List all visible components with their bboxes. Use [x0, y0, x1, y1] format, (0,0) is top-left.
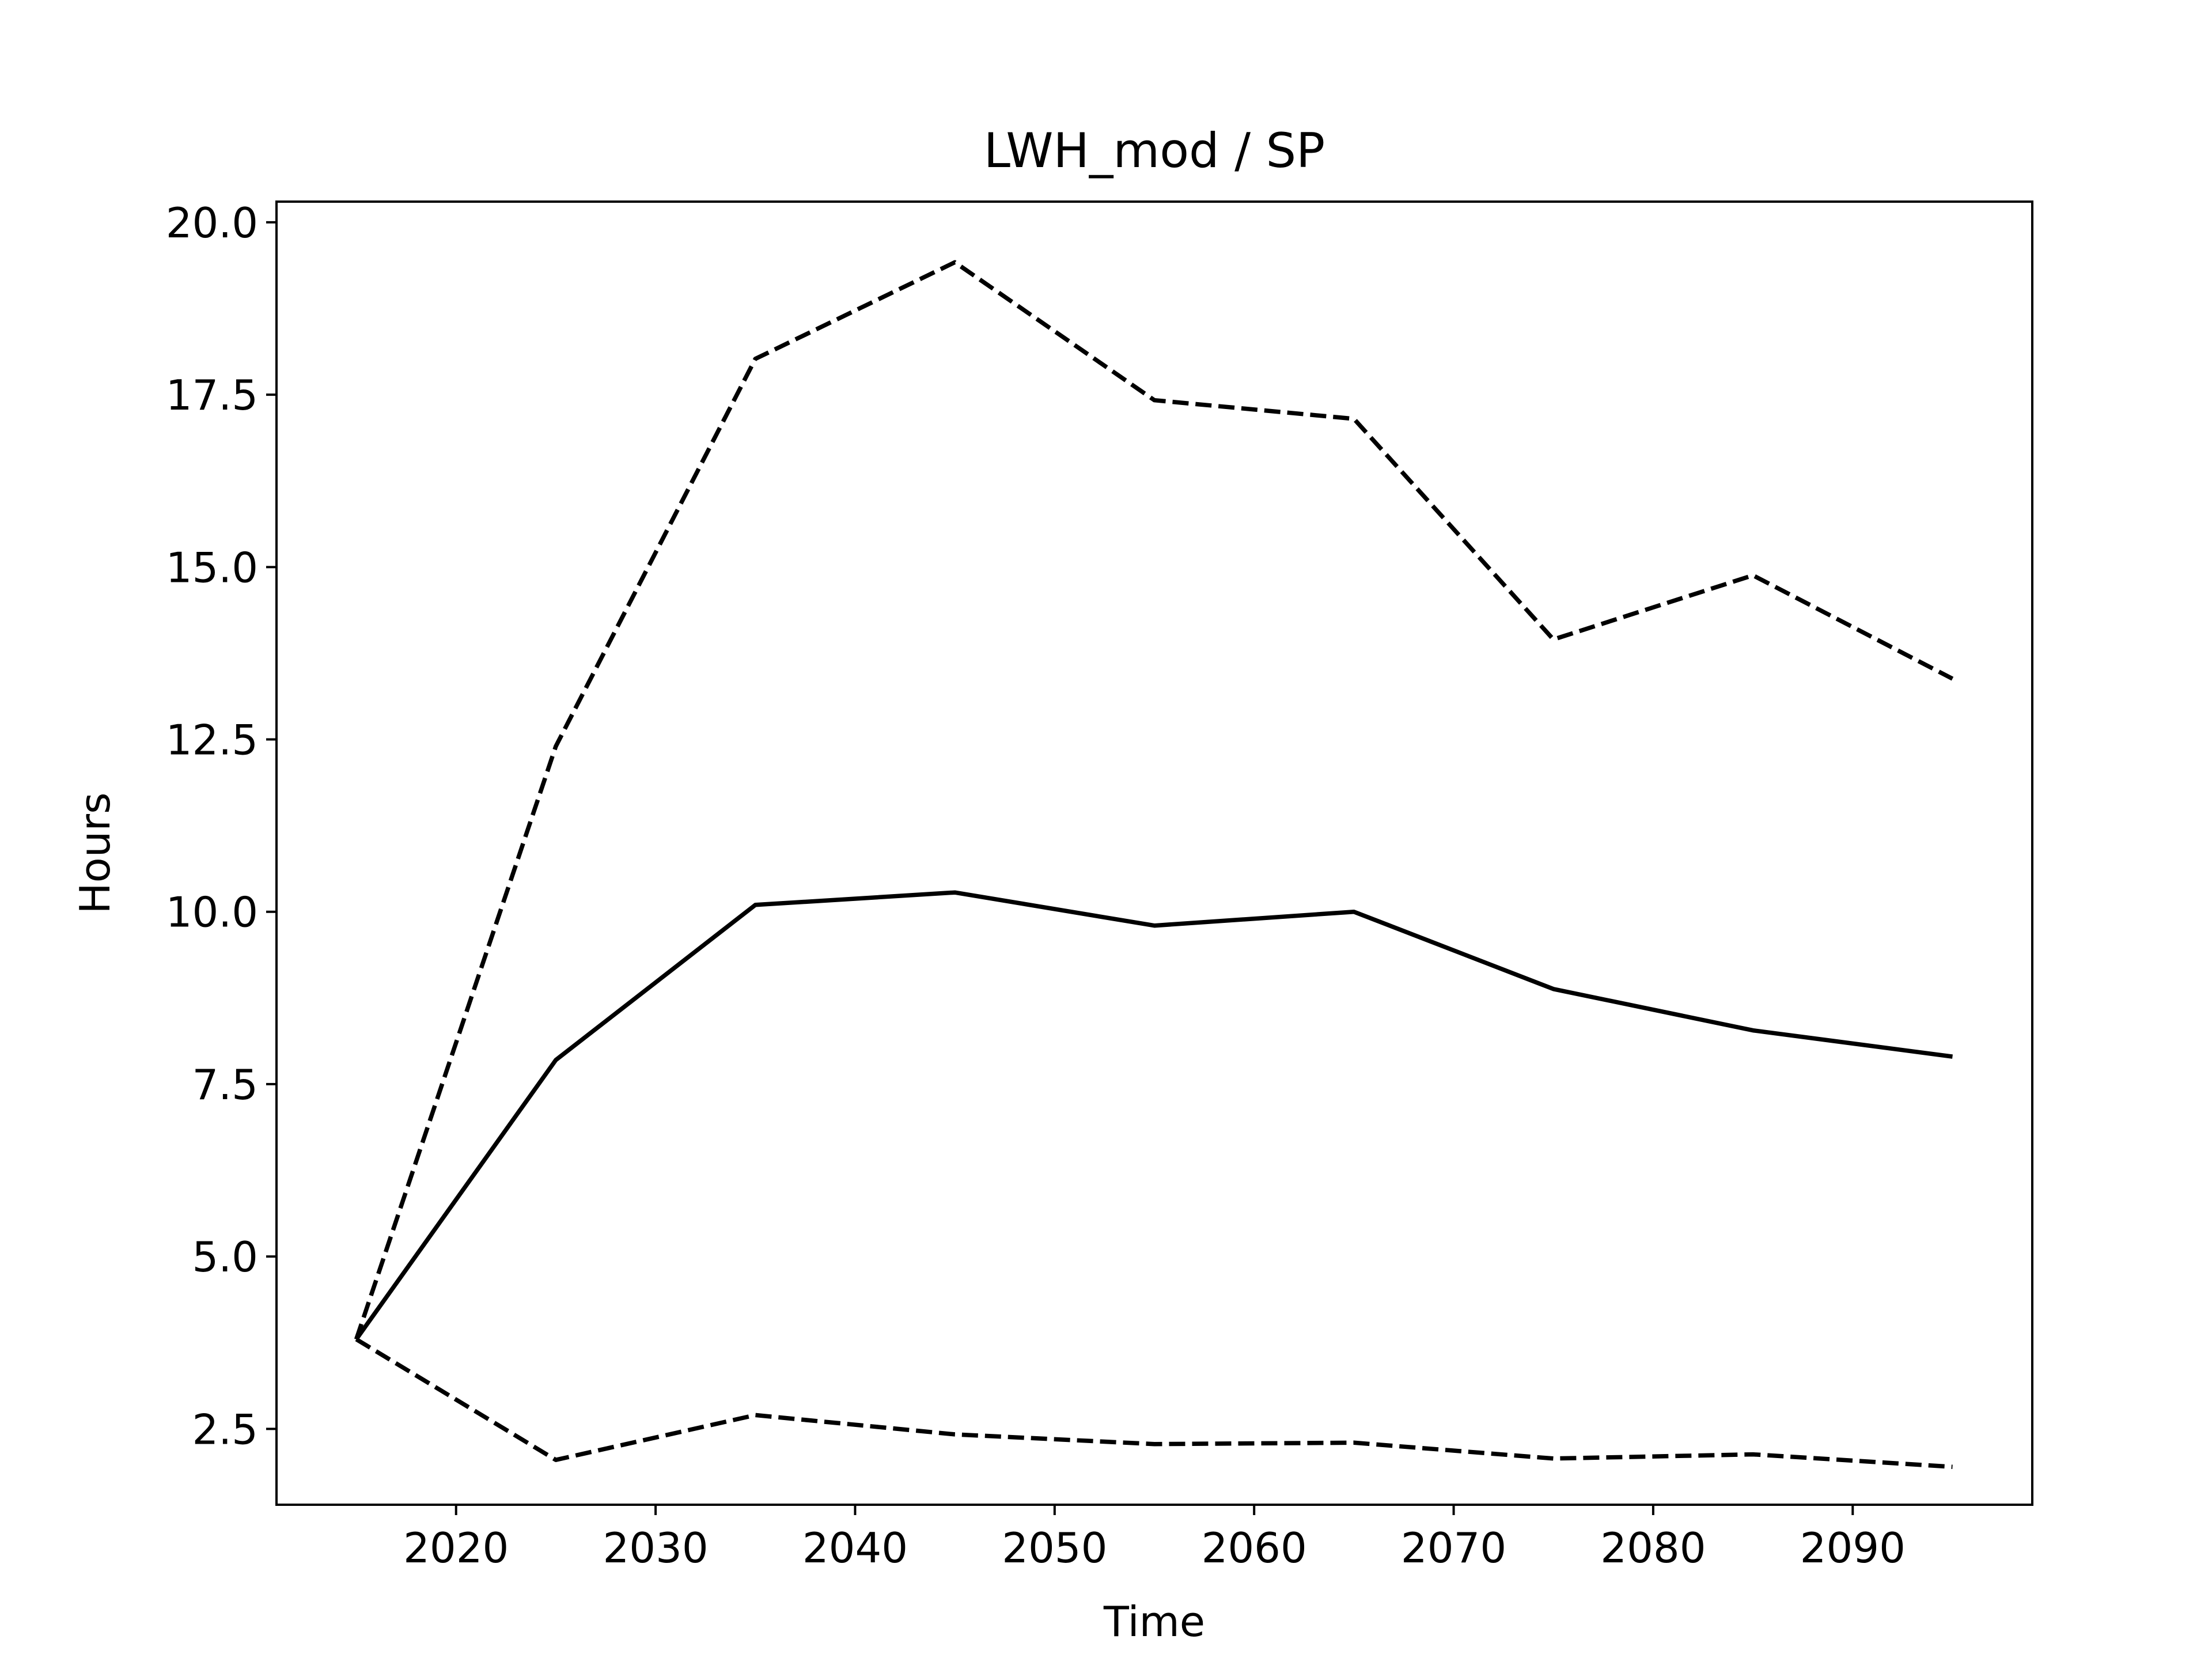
y-tick-label: 17.5 [166, 371, 258, 419]
y-tick-label: 7.5 [192, 1061, 258, 1109]
x-tick-label: 2090 [1800, 1524, 1906, 1572]
x-tick-label: 2030 [603, 1524, 708, 1572]
y-tick-label: 2.5 [192, 1405, 258, 1453]
y-axis: 2.5 5.0 7.5 10.0 12.5 15.0 17.5 20.0 [166, 199, 276, 1453]
x-axis: 2020 2030 2040 2050 2060 2070 2080 2090 [403, 1505, 1906, 1572]
y-axis-label: Hours [71, 793, 119, 914]
x-tick-label: 2050 [1002, 1524, 1107, 1572]
y-tick-label: 20.0 [166, 199, 258, 247]
x-tick-label: 2040 [802, 1524, 908, 1572]
y-tick-label: 10.0 [166, 888, 258, 937]
solid-series-line [354, 890, 1953, 1341]
plot-lines [354, 260, 1954, 1469]
x-tick-label: 2060 [1202, 1524, 1307, 1572]
dashed-series-line [355, 1337, 1953, 1469]
y-tick-label: 12.5 [166, 716, 258, 764]
y-tick-label: 5.0 [192, 1233, 258, 1281]
x-axis-label: Time [1103, 1597, 1205, 1646]
y-tick-label: 15.0 [166, 543, 258, 592]
x-tick-label: 2080 [1600, 1524, 1706, 1572]
x-tick-label: 2070 [1401, 1524, 1506, 1572]
chart-title: LWH_mod / SP [984, 123, 1325, 179]
x-tick-label: 2020 [403, 1524, 509, 1572]
dashed-series-line [354, 260, 1954, 1340]
plot-frame [275, 200, 2033, 1506]
